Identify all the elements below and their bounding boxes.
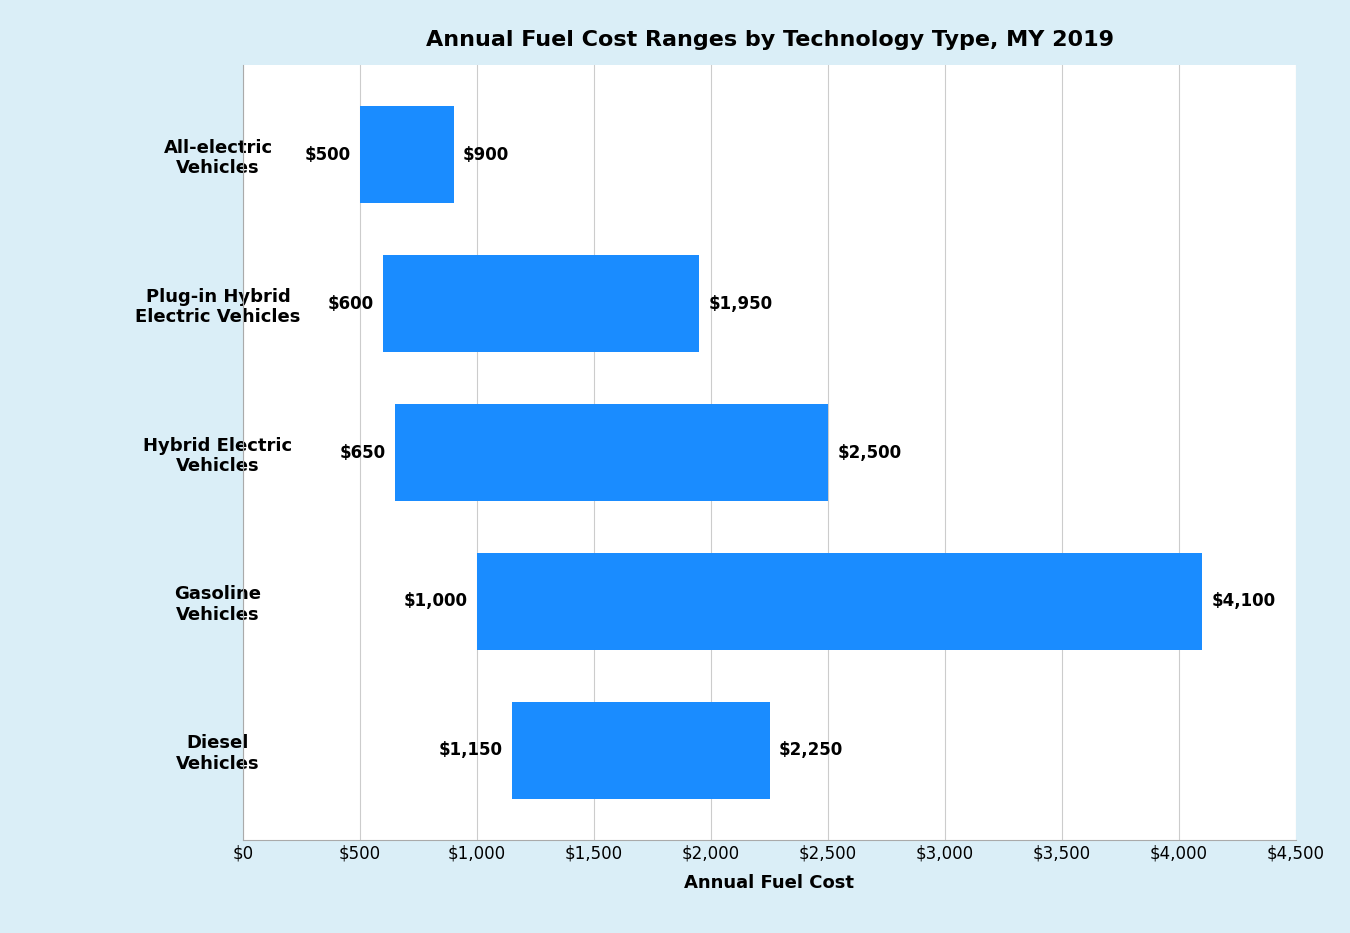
Text: $500: $500 — [305, 146, 351, 163]
Text: $1,000: $1,000 — [404, 592, 467, 610]
Bar — [512, 702, 769, 799]
Text: $4,100: $4,100 — [1212, 592, 1276, 610]
X-axis label: Annual Fuel Cost: Annual Fuel Cost — [684, 873, 855, 892]
Title: Annual Fuel Cost Ranges by Technology Type, MY 2019: Annual Fuel Cost Ranges by Technology Ty… — [425, 30, 1114, 49]
Bar — [360, 106, 454, 203]
Text: $1,150: $1,150 — [439, 742, 502, 759]
Text: $900: $900 — [463, 146, 509, 163]
Text: $600: $600 — [328, 295, 374, 313]
Text: $2,500: $2,500 — [837, 443, 902, 462]
Bar — [383, 256, 699, 352]
Bar — [396, 404, 828, 501]
Text: $2,250: $2,250 — [779, 742, 844, 759]
Bar — [477, 553, 1203, 649]
Text: $1,950: $1,950 — [709, 295, 772, 313]
Text: $650: $650 — [340, 443, 386, 462]
